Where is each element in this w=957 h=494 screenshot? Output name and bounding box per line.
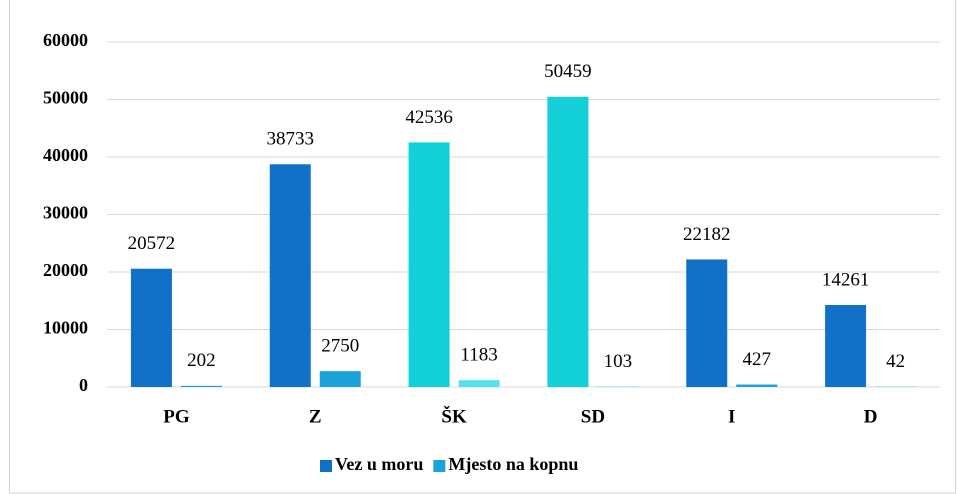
bar	[269, 164, 311, 387]
bar	[736, 384, 778, 387]
data-label: 427	[743, 349, 772, 370]
data-label: 14261	[822, 269, 870, 290]
y-tick-label: 20000	[43, 260, 88, 280]
legend-label: Mjesto na kopnu	[448, 454, 578, 474]
data-label: 38733	[267, 129, 315, 150]
chart-border	[9, 0, 956, 494]
data-label: 22182	[683, 224, 731, 245]
bar	[130, 268, 172, 387]
bar	[686, 259, 728, 387]
x-tick-label: ŠK	[441, 405, 467, 427]
data-label: 50459	[544, 61, 592, 82]
x-tick-label: PG	[163, 406, 190, 427]
x-tick-label: I	[728, 406, 735, 427]
data-label: 2750	[321, 336, 359, 357]
x-tick-label: D	[864, 406, 878, 427]
y-tick-label: 0	[79, 375, 88, 395]
data-label: 42536	[405, 107, 453, 128]
data-label: 202	[187, 350, 216, 371]
y-tick-label: 60000	[43, 30, 88, 50]
bar	[319, 371, 361, 387]
legend-label: Vez u moru	[335, 454, 423, 474]
bar	[180, 385, 222, 387]
legend-swatch	[320, 460, 332, 472]
x-tick-label: SD	[581, 406, 605, 427]
bar	[547, 96, 589, 387]
bar	[458, 380, 500, 387]
x-tick-label: Z	[309, 406, 322, 427]
data-label: 103	[604, 351, 633, 372]
y-tick-label: 30000	[43, 203, 88, 223]
bar	[597, 386, 639, 387]
bar	[408, 142, 450, 387]
y-tick-label: 40000	[43, 145, 88, 165]
data-label: 42	[886, 351, 905, 372]
data-label: 1183	[460, 345, 497, 366]
bar	[825, 304, 867, 387]
y-tick-label: 50000	[43, 88, 88, 108]
legend-swatch	[433, 460, 446, 472]
data-label: 20572	[128, 233, 176, 254]
y-tick-label: 10000	[43, 318, 88, 338]
